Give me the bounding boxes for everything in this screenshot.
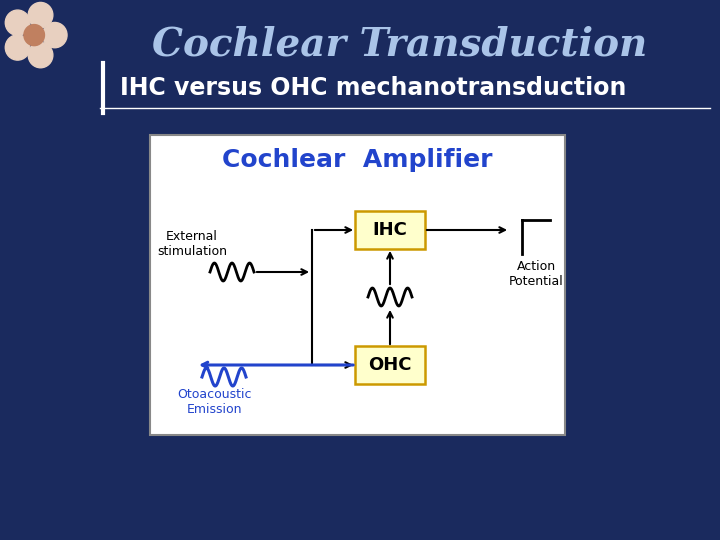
Circle shape [28, 3, 53, 28]
Text: Cochlear Transduction: Cochlear Transduction [153, 26, 647, 64]
Text: External
stimulation: External stimulation [157, 230, 227, 258]
Text: Action
Potential: Action Potential [508, 260, 563, 288]
Text: IHC versus OHC mechanotransduction: IHC versus OHC mechanotransduction [120, 76, 626, 100]
Text: Cochlear  Amplifier: Cochlear Amplifier [222, 148, 492, 172]
Circle shape [24, 25, 45, 45]
FancyBboxPatch shape [355, 211, 425, 249]
Circle shape [42, 23, 67, 48]
Circle shape [5, 10, 30, 35]
Text: OHC: OHC [368, 356, 412, 374]
Text: IHC: IHC [372, 221, 408, 239]
FancyBboxPatch shape [150, 135, 565, 435]
Circle shape [5, 35, 30, 60]
FancyBboxPatch shape [355, 346, 425, 384]
Circle shape [28, 43, 53, 68]
Text: Otoacoustic
Emission: Otoacoustic Emission [178, 388, 252, 416]
